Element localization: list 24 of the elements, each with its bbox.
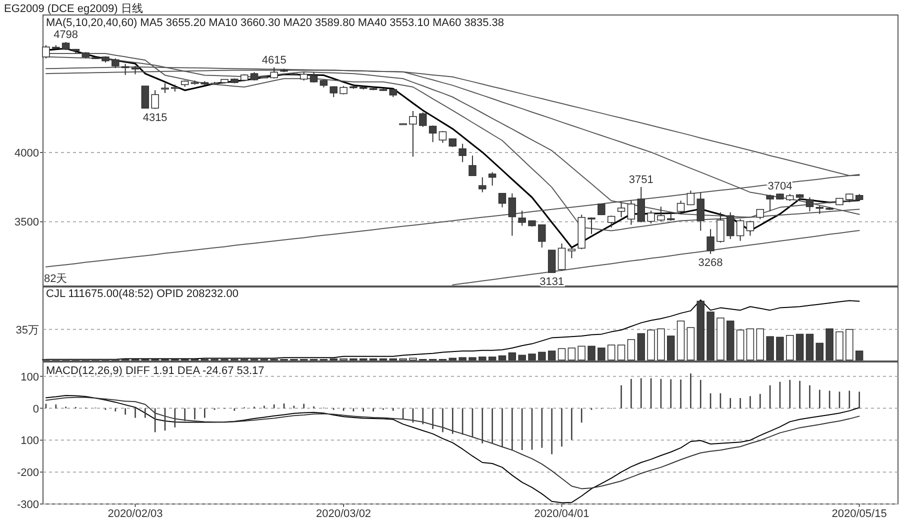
y-tick-label: 4000	[14, 148, 39, 160]
chart-title: EG2009 (DCE eg2009) 日线	[4, 2, 143, 15]
chart-title: MACD(12,26,9) DIFF 1.91 DEA -24.67 53.17	[46, 365, 264, 377]
x-tick-label: 2020/05/15	[832, 508, 887, 518]
x-tick-label: 2020/02/03	[108, 508, 163, 518]
annotation: 4615	[262, 54, 286, 66]
annotation: 3751	[628, 174, 654, 186]
x-tick-label: 2020/04/01	[534, 508, 590, 518]
annotation: 4315	[142, 112, 168, 124]
chart-subtitle: MA(5,10,20,40,60) MA5 3655.20 MA10 3660.30 MA20 3589.80 MA40 3553.10 MA60 3835.38	[46, 17, 504, 29]
chart-title: CJL 111675.00(48:52) OPID 208232.00	[46, 288, 238, 300]
y-tick-label: -200	[16, 467, 39, 480]
annotation: 3704	[768, 180, 792, 192]
y-tick-label: -300	[16, 499, 39, 511]
y-tick-label: 100	[20, 435, 39, 448]
y-tick-label: 100	[20, 371, 39, 384]
x-tick-label: 2020/03/02	[316, 508, 372, 518]
y-tick-label: 0	[32, 403, 39, 416]
annotation: 3268	[698, 256, 723, 269]
y-tick-label: 3500	[14, 216, 39, 229]
ref-line-label: 35万	[16, 324, 39, 336]
annotation: 3131	[540, 276, 564, 288]
annotation: 4798	[54, 29, 78, 42]
annotation: 82天	[44, 273, 68, 285]
